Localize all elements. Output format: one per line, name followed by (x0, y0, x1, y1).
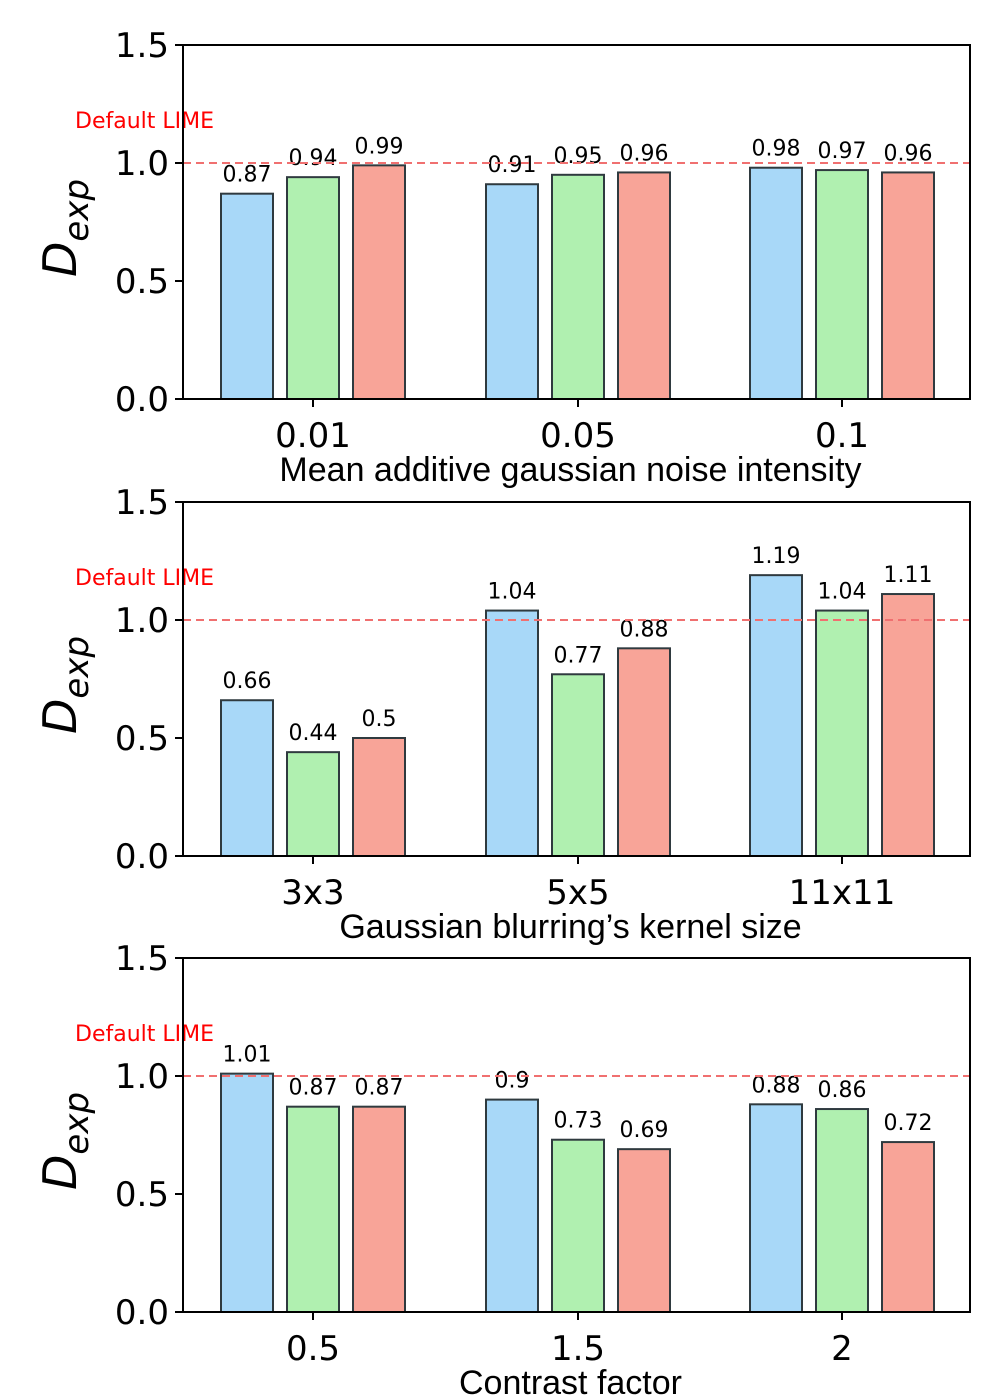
bar-value-label: 0.88 (620, 617, 669, 642)
x-axis-label: Mean additive gaussian noise intensity (279, 451, 861, 489)
bar-value-label: 0.95 (554, 144, 603, 169)
bar-value-label: 0.66 (223, 669, 272, 694)
bar-value-label: 0.77 (554, 643, 603, 668)
bar-series-1-0.1 (749, 166, 803, 400)
y-tick-label: 0.0 (115, 837, 169, 877)
reference-line-label: Default LIME (75, 109, 214, 134)
bar-series-1-11x11 (749, 574, 803, 857)
bar-value-label: 0.9 (495, 1069, 530, 1094)
y-axis-label-base: D (33, 1155, 87, 1190)
y-tick-label: 1.5 (115, 939, 169, 979)
bar-series-2-2 (815, 1108, 869, 1314)
chart-panel-1: 0.87 0.910.980.94 0.95 0.970.99 0.96 0.96Defa… (33, 26, 971, 489)
bar-value-label: 0.72 (884, 1111, 933, 1136)
x-tick-label: 0.5 (286, 1329, 340, 1369)
y-axis-label: Dexp (33, 636, 97, 734)
bar-series-1-2 (749, 1103, 803, 1313)
bar-value-label: 0.91 (488, 153, 537, 178)
bar-series-1-0.05 (485, 183, 539, 400)
bar-series-3-0.1 (881, 171, 935, 400)
bar-series-1-0.01 (220, 192, 274, 400)
x-tick-label: 0.01 (275, 416, 351, 456)
bar-series-3-0.5 (352, 1105, 406, 1314)
bar-value-label: 0.97 (818, 139, 867, 164)
y-tick-label: 1.0 (115, 601, 169, 641)
y-tick-label: 1.0 (115, 144, 169, 184)
bar-value-label: 0.88 (752, 1073, 801, 1098)
bar-series-3-1.5 (617, 1148, 671, 1314)
bar-series-2-0.1 (815, 169, 869, 400)
y-axis-label-subscript: exp (57, 179, 97, 242)
bar-value-label: 0.87 (355, 1076, 404, 1101)
reference-line-label: Default LIME (75, 566, 214, 591)
y-axis-label: Dexp (33, 1092, 97, 1190)
bar-series-2-1.5 (551, 1138, 605, 1313)
bar-series-1-0.5 (220, 1072, 274, 1314)
bar-series-1-1.5 (485, 1098, 539, 1313)
axes-frame (182, 957, 971, 1313)
y-tick-label: 0.5 (115, 262, 169, 302)
bar-value-label: 0.87 (223, 163, 272, 188)
y-axis-label-base: D (33, 699, 87, 734)
bar-series-2-5x5 (551, 673, 605, 858)
bar-value-label: 0.87 (289, 1076, 338, 1101)
bar-series-3-0.05 (617, 171, 671, 400)
bar-series-2-0.5 (286, 1105, 340, 1314)
bar-series-3-11x11 (881, 593, 935, 857)
y-tick-label: 1.0 (115, 1057, 169, 1097)
y-axis-label: Dexp (33, 179, 97, 277)
bar-value-label: 1.01 (223, 1043, 272, 1068)
bar-value-label: 1.19 (752, 544, 801, 569)
bar-series-3-3x3 (352, 737, 406, 857)
bar-value-label: 0.69 (620, 1118, 669, 1143)
bar-series-1-3x3 (220, 699, 274, 857)
bar-value-label: 1.04 (488, 580, 537, 605)
bar-value-label: 1.04 (818, 580, 867, 605)
y-tick-label: 1.5 (115, 26, 169, 66)
x-tick-label: 3x3 (281, 873, 344, 913)
y-tick-label: 0.5 (115, 1175, 169, 1215)
y-tick-label: 1.5 (115, 483, 169, 523)
y-tick-label: 0.0 (115, 380, 169, 420)
bar-value-label: 0.5 (362, 707, 397, 732)
bar-value-label: 0.73 (554, 1109, 603, 1134)
x-axis-label: Contrast factor (459, 1364, 682, 1400)
y-axis-label-base: D (33, 242, 87, 277)
reference-line-label: Default LIME (75, 1022, 214, 1047)
bar-series-3-5x5 (617, 647, 671, 857)
x-tick-label: 1.5 (551, 1329, 605, 1369)
bar-value-label: 0.94 (289, 146, 338, 171)
bar-series-3-0.01 (352, 164, 406, 400)
bar-value-label: 0.99 (355, 134, 404, 159)
bar-series-3-2 (881, 1141, 935, 1313)
bar-value-label: 0.98 (752, 137, 801, 162)
bar-value-label: 0.86 (818, 1078, 867, 1103)
axes-frame (182, 44, 971, 400)
y-axis-label-subscript: exp (57, 1092, 97, 1155)
bar-series-1-5x5 (485, 609, 539, 857)
y-tick-label: 0.5 (115, 719, 169, 759)
bar-series-2-3x3 (286, 751, 340, 857)
bar-series-2-11x11 (815, 609, 869, 857)
x-tick-label: 5x5 (546, 873, 609, 913)
chart-panel-3: 1.01 0.9 0.88 0.87 0.73 0.86 0.87 0.69 0.72 Defau… (33, 939, 971, 1400)
bar-series-2-0.05 (551, 173, 605, 400)
x-tick-label: 2 (831, 1329, 853, 1369)
bar-value-label: 0.44 (289, 721, 338, 746)
axes-frame (182, 501, 971, 857)
bar-value-label: 1.11 (884, 563, 933, 588)
x-tick-label: 0.1 (815, 416, 869, 456)
y-axis-label-subscript: exp (57, 636, 97, 699)
chart-panel-2: 0.66 1.04 1.19 0.44 0.77 1.04 0.5 0.88 1.11 Defau… (33, 483, 971, 946)
x-tick-label: 0.05 (540, 416, 616, 456)
y-tick-label: 0.0 (115, 1293, 169, 1333)
x-axis-label: Gaussian blurring’s kernel size (339, 908, 801, 946)
bar-series-2-0.01 (286, 176, 340, 400)
x-tick-label: 11x11 (789, 873, 896, 913)
